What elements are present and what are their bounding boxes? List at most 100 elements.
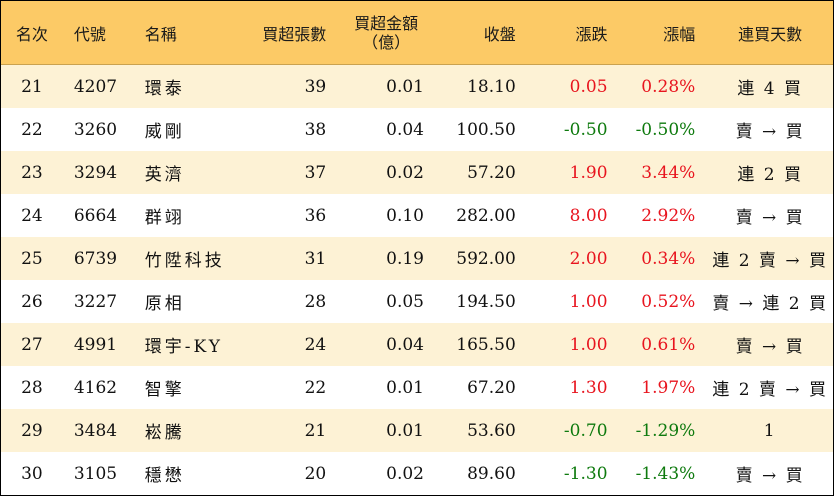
cell-change-pct: 3.44% — [641, 162, 696, 183]
cell-consecutive-days: 連 2 賣 → 買 — [712, 251, 828, 271]
cell-name: 智擎 — [144, 380, 185, 400]
table-row[interactable]: 22 3260 威剛 38 0.04 100.50 -0.50 -0.50% 賣 → 買 — [1, 108, 833, 151]
cell-change: -1.30 — [563, 463, 608, 484]
cell-close: 100.50 — [456, 119, 516, 140]
cell-change: 8.00 — [569, 205, 608, 226]
cell-close: 53.60 — [467, 420, 516, 441]
cell-change-pct: 0.52% — [641, 291, 696, 312]
cell-net-buy-lots: 37 — [304, 162, 327, 183]
header-rank[interactable]: 名次 — [15, 24, 48, 44]
cell-net-buy-lots: 20 — [304, 463, 327, 484]
header-net-buy-amount[interactable]: 買超金額 （億） — [326, 14, 424, 52]
cell-close: 57.20 — [467, 162, 516, 183]
cell-code: 4991 — [73, 334, 118, 355]
cell-name: 環宇-KY — [144, 337, 223, 357]
table-row[interactable]: 29 3484 崧騰 21 0.01 53.60 -0.70 -1.29% 1 — [1, 409, 833, 452]
cell-name: 原相 — [144, 294, 185, 314]
cell-change: -0.50 — [563, 119, 608, 140]
cell-name: 竹陞科技 — [144, 251, 225, 271]
cell-change-pct: 0.61% — [641, 334, 696, 355]
cell-net-buy-lots: 21 — [304, 420, 327, 441]
cell-net-buy-amount: 0.05 — [386, 291, 424, 312]
cell-code: 3260 — [73, 119, 118, 140]
header-close[interactable]: 收盤 — [483, 24, 516, 44]
cell-net-buy-lots: 31 — [304, 248, 327, 269]
header-amount-line1: 買超金額 — [354, 13, 419, 33]
cell-net-buy-amount: 0.10 — [386, 205, 424, 226]
header-consecutive-days[interactable]: 連買天數 — [738, 24, 803, 44]
cell-change: 1.90 — [569, 162, 608, 183]
header-net-buy-lots[interactable]: 買超張數 — [262, 24, 327, 44]
cell-code: 6664 — [73, 205, 118, 226]
table-row[interactable]: 21 4207 環泰 39 0.01 18.10 0.05 0.28% 連 4 買 — [1, 65, 833, 108]
table-row[interactable]: 25 6739 竹陞科技 31 0.19 592.00 2.00 0.34% 連 2 賣 → 買 — [1, 237, 833, 280]
cell-code: 3105 — [73, 463, 118, 484]
cell-net-buy-amount: 0.19 — [386, 248, 424, 269]
cell-change: 1.00 — [569, 334, 608, 355]
table-header: 名次 代號 名稱 買超張數 買超金額 （億） 收盤 漲跌 漲幅 連買天數 — [1, 1, 833, 65]
cell-code: 3294 — [73, 162, 118, 183]
cell-rank: 28 — [21, 377, 43, 398]
cell-close: 165.50 — [456, 334, 516, 355]
cell-net-buy-amount: 0.04 — [386, 119, 424, 140]
table-row[interactable]: 23 3294 英濟 37 0.02 57.20 1.90 3.44% 連 2 買 — [1, 151, 833, 194]
cell-change: 1.30 — [569, 377, 608, 398]
cell-change: 2.00 — [569, 248, 608, 269]
cell-name: 威剛 — [144, 122, 185, 142]
cell-change-pct: -1.43% — [635, 463, 696, 484]
cell-close: 89.60 — [467, 463, 516, 484]
cell-name: 群翊 — [144, 208, 185, 228]
cell-consecutive-days: 賣 → 買 — [735, 337, 805, 357]
cell-net-buy-lots: 24 — [304, 334, 327, 355]
cell-close: 194.50 — [456, 291, 516, 312]
cell-change-pct: -1.29% — [635, 420, 696, 441]
cell-change-pct: 2.92% — [641, 205, 696, 226]
cell-net-buy-amount: 0.02 — [386, 463, 424, 484]
cell-change-pct: 0.34% — [641, 248, 696, 269]
cell-rank: 25 — [21, 248, 43, 269]
table-body: 21 4207 環泰 39 0.01 18.10 0.05 0.28% 連 4 買 22 3260 威… — [1, 65, 833, 495]
cell-change-pct: 0.28% — [641, 76, 696, 97]
header-change-pct[interactable]: 漲幅 — [663, 24, 696, 44]
cell-code: 3484 — [73, 420, 118, 441]
cell-net-buy-amount: 0.04 — [386, 334, 424, 355]
cell-net-buy-amount: 0.01 — [386, 377, 424, 398]
cell-net-buy-amount: 0.02 — [386, 162, 424, 183]
table-row[interactable]: 27 4991 環宇-KY 24 0.04 165.50 1.00 0.61% 賣 → 買 — [1, 323, 833, 366]
cell-rank: 22 — [21, 119, 43, 140]
cell-name: 環泰 — [144, 79, 185, 99]
cell-consecutive-days: 1 — [763, 420, 777, 441]
cell-name: 崧騰 — [144, 423, 185, 443]
cell-net-buy-lots: 22 — [304, 377, 327, 398]
cell-net-buy-lots: 38 — [304, 119, 327, 140]
cell-rank: 21 — [21, 76, 43, 97]
cell-net-buy-amount: 0.01 — [386, 76, 424, 97]
cell-rank: 30 — [21, 463, 43, 484]
cell-close: 592.00 — [456, 248, 516, 269]
header-code[interactable]: 代號 — [73, 24, 106, 44]
cell-consecutive-days: 賣 → 買 — [735, 466, 805, 486]
header-name[interactable]: 名稱 — [144, 24, 177, 44]
cell-rank: 24 — [21, 205, 43, 226]
cell-rank: 29 — [21, 420, 43, 441]
cell-consecutive-days: 連 2 賣 → 買 — [712, 380, 828, 400]
cell-net-buy-lots: 28 — [304, 291, 327, 312]
table-row[interactable]: 30 3105 穩懋 20 0.02 89.60 -1.30 -1.43% 賣 → 買 — [1, 452, 833, 495]
cell-change-pct: -0.50% — [635, 119, 696, 140]
cell-consecutive-days: 賣 → 連 2 買 — [712, 294, 828, 314]
cell-net-buy-amount: 0.01 — [386, 420, 424, 441]
cell-close: 18.10 — [467, 76, 516, 97]
cell-rank: 27 — [21, 334, 43, 355]
header-change[interactable]: 漲跌 — [575, 24, 608, 44]
table-row[interactable]: 28 4162 智擎 22 0.01 67.20 1.30 1.97% 連 2 賣 → 買 — [1, 366, 833, 409]
cell-close: 282.00 — [456, 205, 516, 226]
cell-consecutive-days: 連 2 買 — [737, 165, 803, 185]
cell-change: 0.05 — [569, 76, 608, 97]
table-row[interactable]: 24 6664 群翊 36 0.10 282.00 8.00 2.92% 賣 → 買 — [1, 194, 833, 237]
cell-net-buy-lots: 39 — [304, 76, 327, 97]
cell-close: 67.20 — [467, 377, 516, 398]
table-row[interactable]: 26 3227 原相 28 0.05 194.50 1.00 0.52% 賣 → 連 2 買 — [1, 280, 833, 323]
cell-code: 4162 — [73, 377, 118, 398]
cell-rank: 23 — [21, 162, 43, 183]
